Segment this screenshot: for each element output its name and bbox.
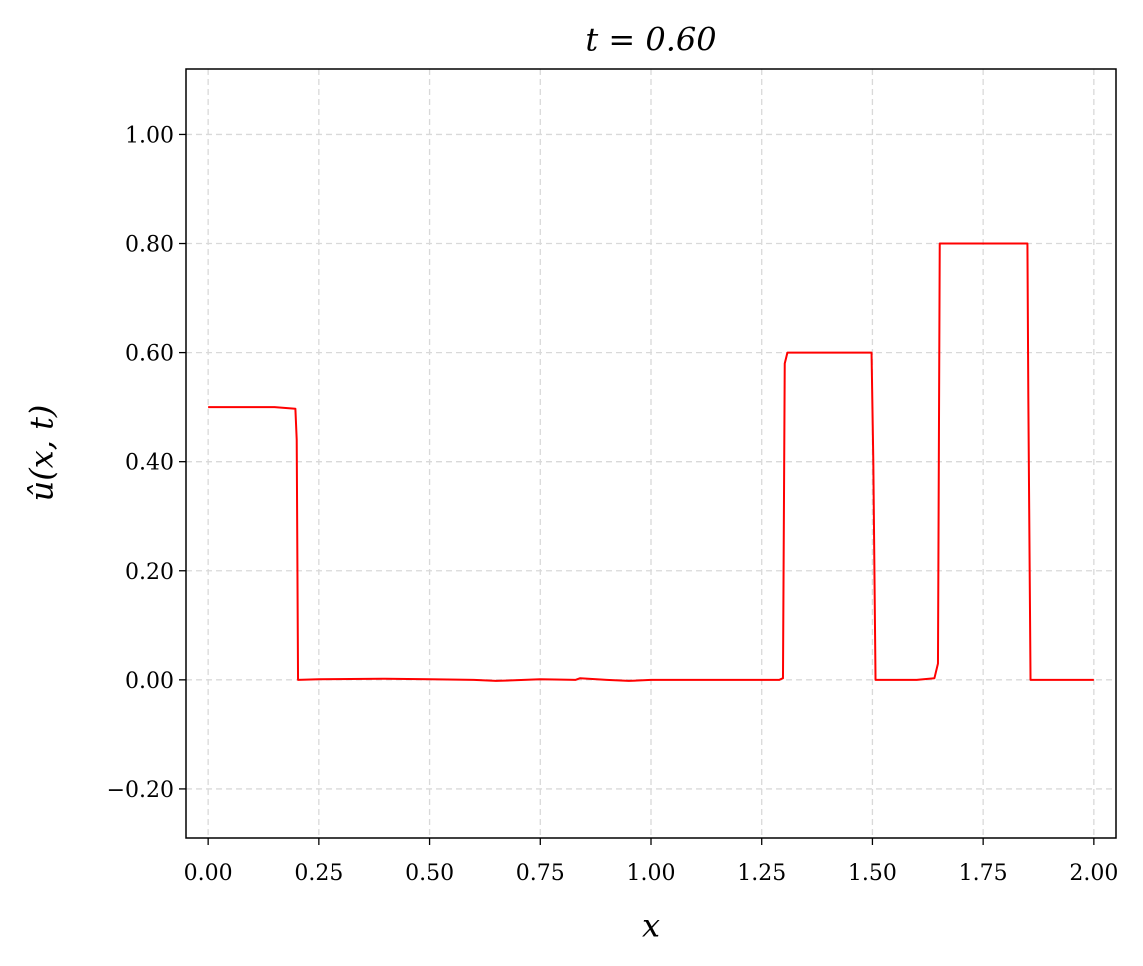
plot-frame (185, 68, 1117, 839)
x-axis-label: x (642, 907, 660, 945)
x-tick-label: 1.00 (627, 861, 676, 886)
y-tick-label: 0.80 (125, 233, 174, 258)
y-axis-label: û(x, t) (23, 405, 61, 502)
x-tick-label: 0.00 (184, 861, 233, 886)
x-tick-label: 1.50 (848, 861, 897, 886)
y-tick-label: 0.40 (125, 451, 174, 476)
y-tick-label: 0.60 (125, 342, 174, 367)
y-tick-label: −0.20 (107, 778, 174, 803)
x-tick-label: 0.50 (405, 861, 454, 886)
y-tick-label: 1.00 (125, 123, 174, 148)
x-tick-label: 1.25 (737, 861, 786, 886)
data-line (208, 242, 1094, 682)
x-tick-label: 0.75 (516, 861, 565, 886)
x-tick-label: 1.75 (959, 861, 1008, 886)
y-tick-label: 0.00 (125, 669, 174, 694)
chart-title: t = 0.60 (585, 21, 716, 59)
x-tick-label: 0.25 (294, 861, 343, 886)
y-tick-label: 0.20 (125, 560, 174, 585)
x-tick-label: 2.00 (1069, 861, 1118, 886)
